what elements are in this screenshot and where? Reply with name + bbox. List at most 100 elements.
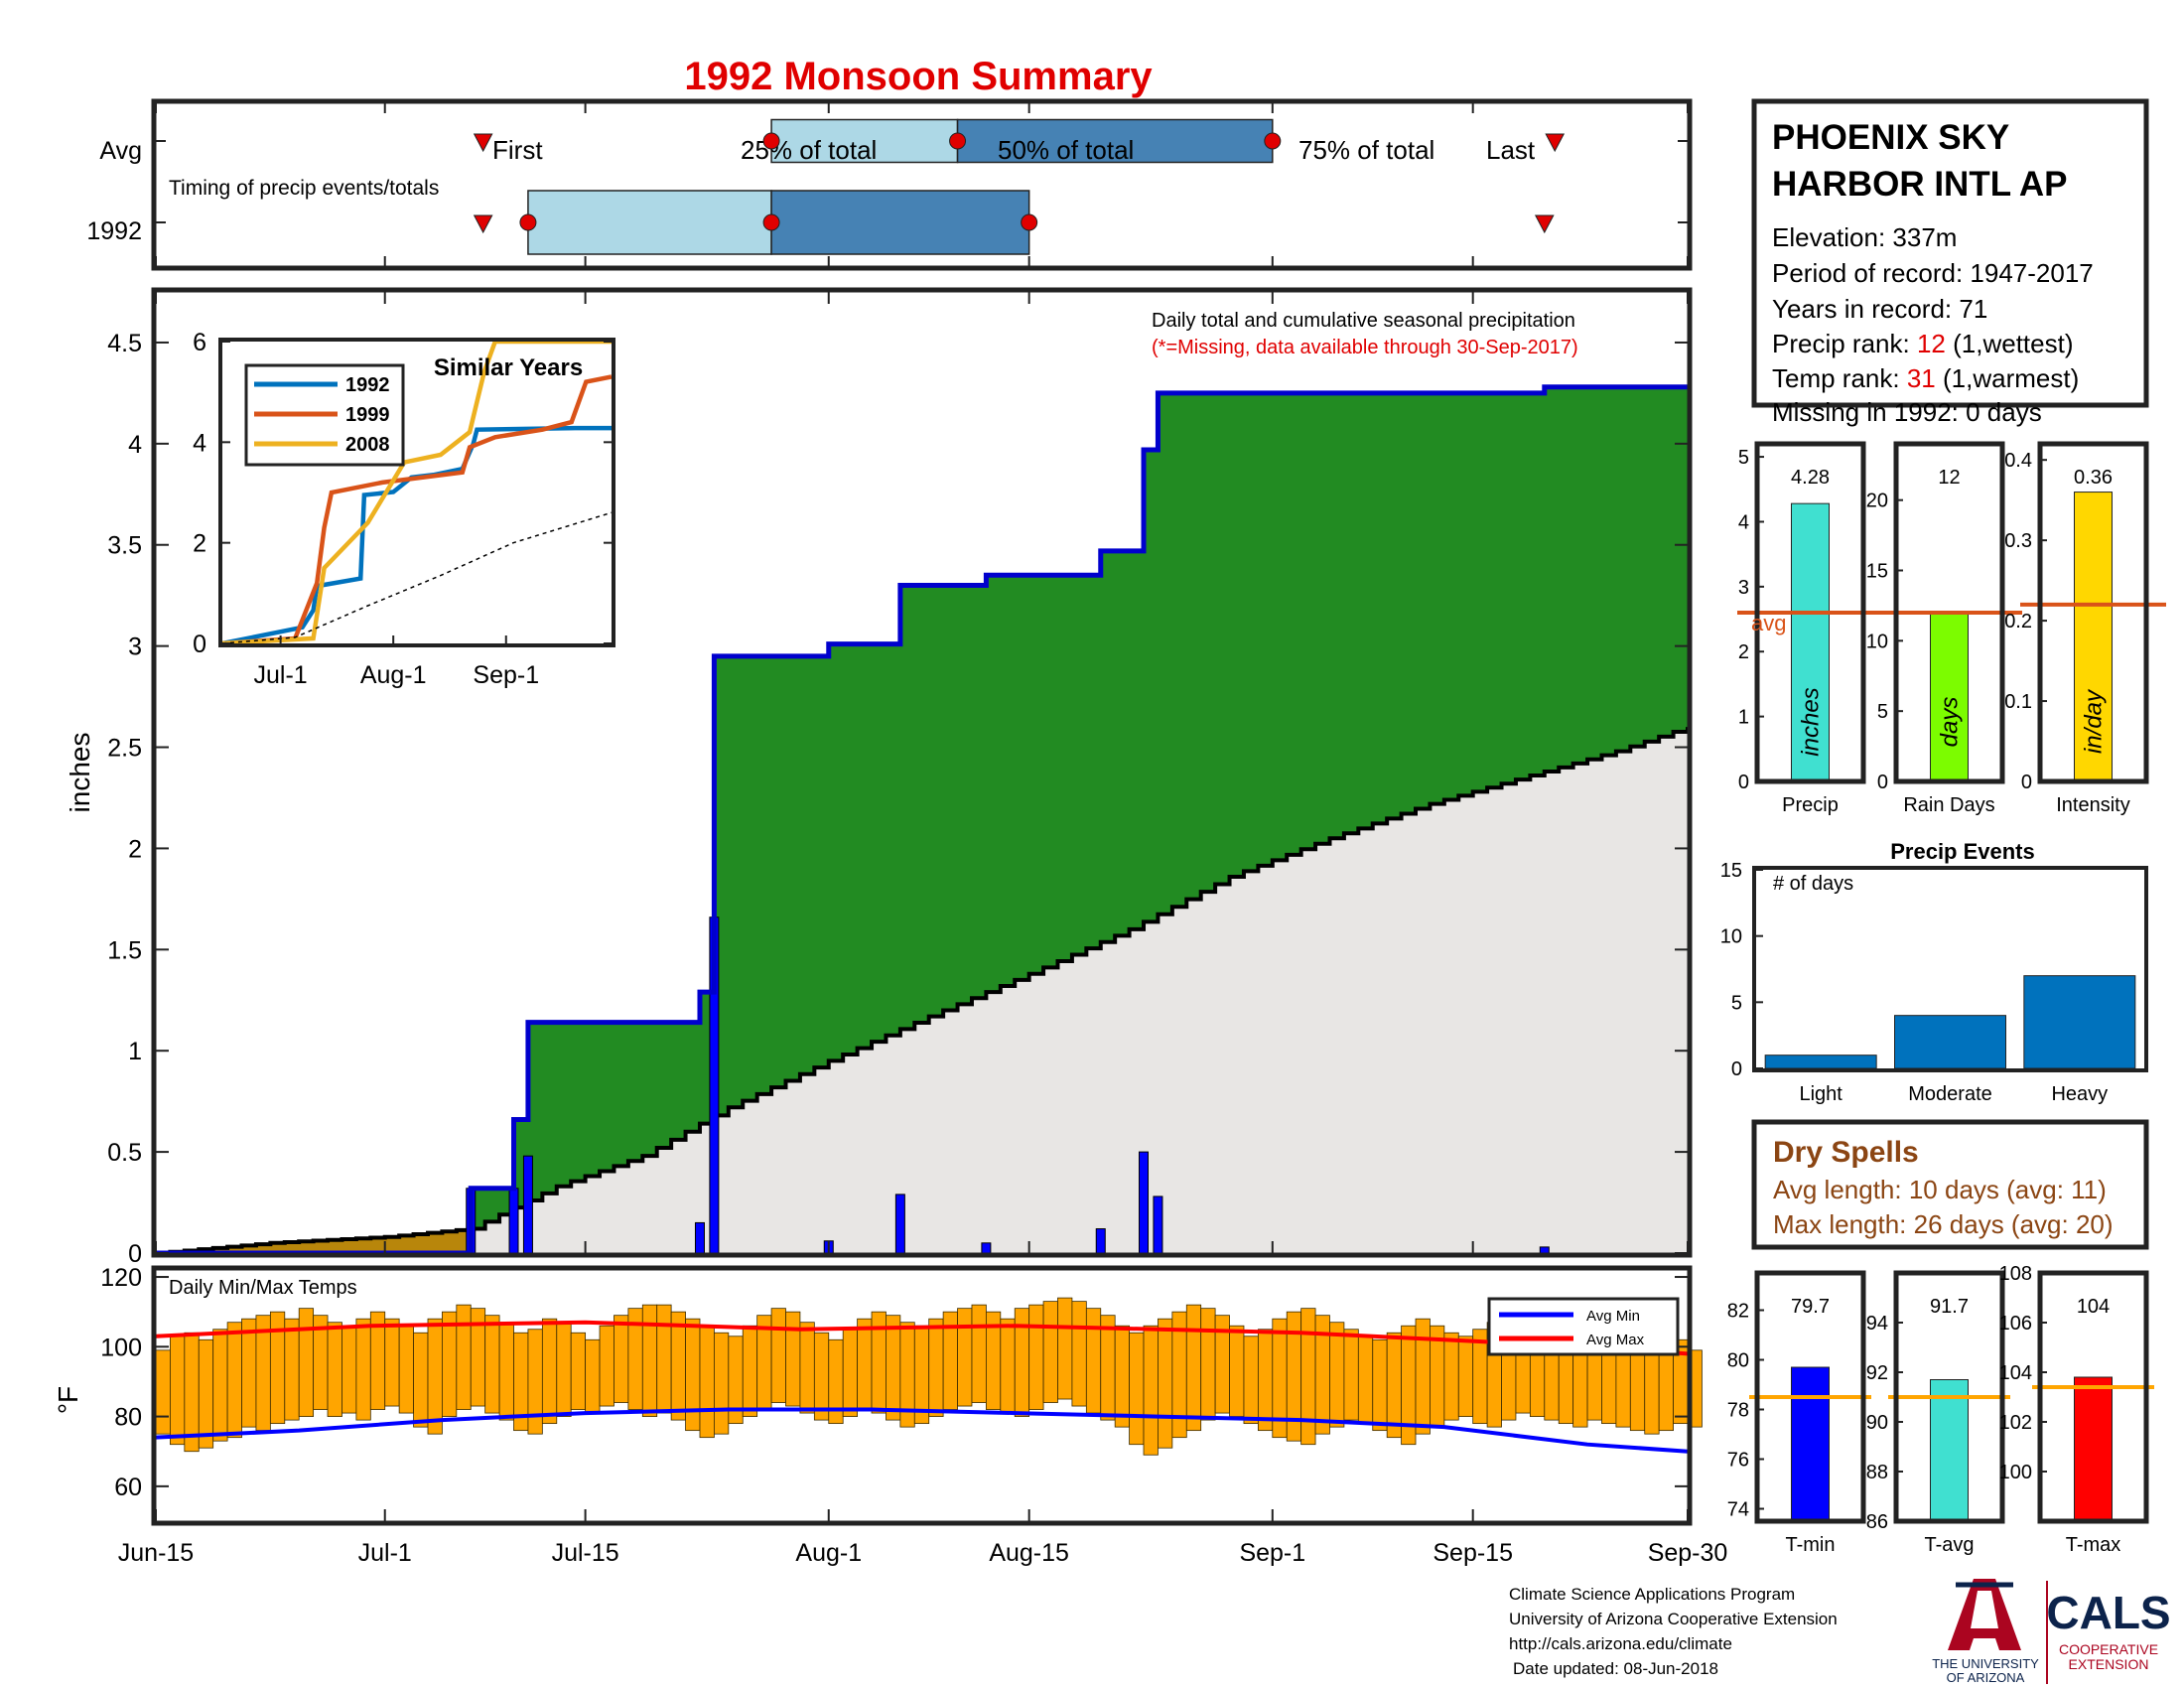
- above-avg-area: [156, 386, 1688, 1253]
- side-bar: [1791, 1366, 1830, 1522]
- x-tick-label: Aug-1: [795, 1539, 862, 1567]
- precip-y-tick-label: 0: [128, 1240, 142, 1268]
- side-y-tick-label: 0.1: [2004, 691, 2032, 713]
- daily-temp-bar: [1000, 1318, 1016, 1414]
- daily-temp-bar: [541, 1318, 558, 1425]
- inset-series-1992: [221, 425, 612, 646]
- daily-temp-bar: [155, 1349, 171, 1435]
- timing-p25-label: 25% of total: [741, 135, 877, 165]
- side-y-tick-label: 3: [1738, 577, 1749, 599]
- side-panel-label: Precip: [1782, 794, 1839, 816]
- daily-temp-bar: [813, 1332, 830, 1421]
- daily-temp-bar: [799, 1322, 815, 1414]
- timing-p50-label: 50% of total: [998, 135, 1134, 165]
- daily-precip-bar: [1095, 1228, 1106, 1254]
- daily-precip-bar: [981, 1242, 992, 1254]
- year-timing-bar-dark: [770, 190, 1030, 255]
- station-missing: Missing in 1992: 0 days: [1772, 397, 2042, 427]
- daily-precip-bar: [894, 1194, 905, 1254]
- daily-temp-bar: [1372, 1338, 1388, 1432]
- x-axis: Jun-15 Jul-1 Jul-15 Aug-1 Aug-15 Sep-1 Sep-15 S…: [118, 1539, 1728, 1567]
- year-first-marker: [473, 214, 493, 234]
- avg-timing-bar-dark: [956, 118, 1274, 164]
- daily-temp-bar: [341, 1325, 357, 1414]
- timing-markers: [155, 103, 1689, 266]
- daily-temp-bar: [527, 1329, 543, 1435]
- timing-first-label: First: [492, 135, 543, 165]
- side-panel-label: T-min: [1786, 1534, 1836, 1556]
- year-p75-marker: [1021, 213, 1038, 231]
- inset-y-tick-label: 0: [193, 631, 206, 658]
- daily-temp-bar: [1071, 1301, 1087, 1407]
- daily-temp-bar: [1057, 1297, 1073, 1400]
- ua-logo: THE UNIVERSITY OF ARIZONA CALS COOPERATI…: [1932, 1579, 2171, 1685]
- side-y-tick-label: 15: [1866, 561, 1888, 583]
- daily-temp-bar: [212, 1329, 228, 1442]
- side-y-tick-label: 82: [1727, 1301, 1749, 1323]
- events-plot: [1764, 975, 2136, 1069]
- ua-logo-text1: THE UNIVERSITY: [1932, 1656, 2039, 1671]
- side-y-tick-label: 86: [1866, 1511, 1888, 1533]
- daily-temp-bar: [1386, 1332, 1402, 1439]
- side-y-tick-label: 88: [1866, 1462, 1888, 1483]
- dry-spells-box: Dry Spells Avg length: 10 days (avg: 11)…: [1751, 1119, 2149, 1250]
- events-x-tick-label: Heavy: [2051, 1083, 2108, 1105]
- temp-plot: [155, 1297, 1703, 1456]
- avg-first-marker: [473, 133, 493, 153]
- side-value-label: 12: [1938, 467, 1960, 489]
- x-tick-label: Sep-30: [1648, 1539, 1728, 1567]
- side-y-tick-label: 106: [1999, 1313, 2032, 1335]
- temp-y-axis: 60 80 100 120: [100, 1264, 1689, 1521]
- daily-temp-bar: [770, 1308, 786, 1403]
- daily-temp-bar: [1415, 1318, 1431, 1435]
- daily-temp-bar: [641, 1304, 658, 1417]
- station-temp-rank: Temp rank: 31 (1,warmest): [1772, 363, 2079, 393]
- side-frame: [1893, 1270, 2005, 1524]
- avg-cumulative-line: [156, 727, 1690, 1255]
- ua-logo-text2: OF ARIZONA: [1947, 1670, 2025, 1685]
- daily-temp-bar: [1042, 1301, 1058, 1403]
- daily-temp-bar: [1100, 1315, 1116, 1421]
- daily-temp-bar: [1243, 1336, 1259, 1425]
- side-panel-t-min: 74 76 78 80 82 79.7 T-min: [1727, 1270, 1871, 1556]
- side-y-tick-label: 10: [1866, 631, 1888, 652]
- daily-precip-bar: [522, 1155, 533, 1254]
- precip-y-tick-label: 0.5: [107, 1139, 142, 1167]
- events-y-tick-label: 0: [1731, 1058, 1742, 1080]
- daily-temp-bar: [928, 1318, 944, 1417]
- precip-y-tick-label: 1.5: [107, 936, 142, 964]
- inset-legend: 1992 1999 2008: [244, 363, 405, 467]
- daily-temp-bar: [456, 1304, 472, 1410]
- inset-y-tick-label: 6: [193, 329, 206, 356]
- side-panel-t-max: 100 102 104 106 108 104 T-max: [1999, 1263, 2154, 1556]
- events-y-tick-label: 10: [1720, 926, 1742, 948]
- side-bar: [1930, 1379, 1969, 1522]
- events-x-axis: Light Moderate Heavy: [1799, 1083, 2108, 1105]
- station-name-line2: HARBOR INTL AP: [1772, 165, 2068, 204]
- side-frame: [2037, 1270, 2149, 1524]
- temp-y-tick-label: 100: [100, 1334, 142, 1361]
- inset-plot: 0 2 4 6 Jul-1 Aug-1 Sep-1: [193, 329, 613, 689]
- credits-line4: Date updated: 08-Jun-2018: [1513, 1659, 1718, 1678]
- daily-temp-bar: [1028, 1304, 1044, 1410]
- daily-temp-bar: [742, 1325, 758, 1417]
- side-y-tick-label: 1: [1738, 707, 1749, 729]
- side-value-label: 79.7: [1791, 1296, 1830, 1318]
- avg-p75-marker: [1264, 132, 1282, 150]
- precip-y-tick-label: 2.5: [107, 735, 142, 763]
- side-y-tick-label: 108: [1999, 1263, 2032, 1285]
- legend-avg-min-label: Avg Min: [1586, 1308, 1640, 1325]
- timing-last-label: Last: [1486, 135, 1536, 165]
- side-panel-rain-days: 0 5 10 15 20 12 Rain Days days: [1866, 441, 2022, 816]
- station-info-box: PHOENIX SKY HARBOR INTL AP Elevation: 33…: [1751, 98, 2149, 427]
- side-bar: [1791, 502, 1830, 782]
- temp-y-tick-label: 80: [114, 1404, 142, 1432]
- side-y-tick-label: 80: [1727, 1350, 1749, 1372]
- avg-timing-bar-light: [770, 118, 959, 164]
- daily-temp-bar: [1085, 1308, 1102, 1414]
- side-bar: [2074, 492, 2113, 782]
- timing-caption: Timing of precip events/totals: [169, 177, 439, 200]
- chart-title: 1992 Monsoon Summary: [684, 55, 1153, 98]
- side-precip-panels: 0123454.28Precipinchesavg0510152012Rain …: [1737, 441, 2166, 816]
